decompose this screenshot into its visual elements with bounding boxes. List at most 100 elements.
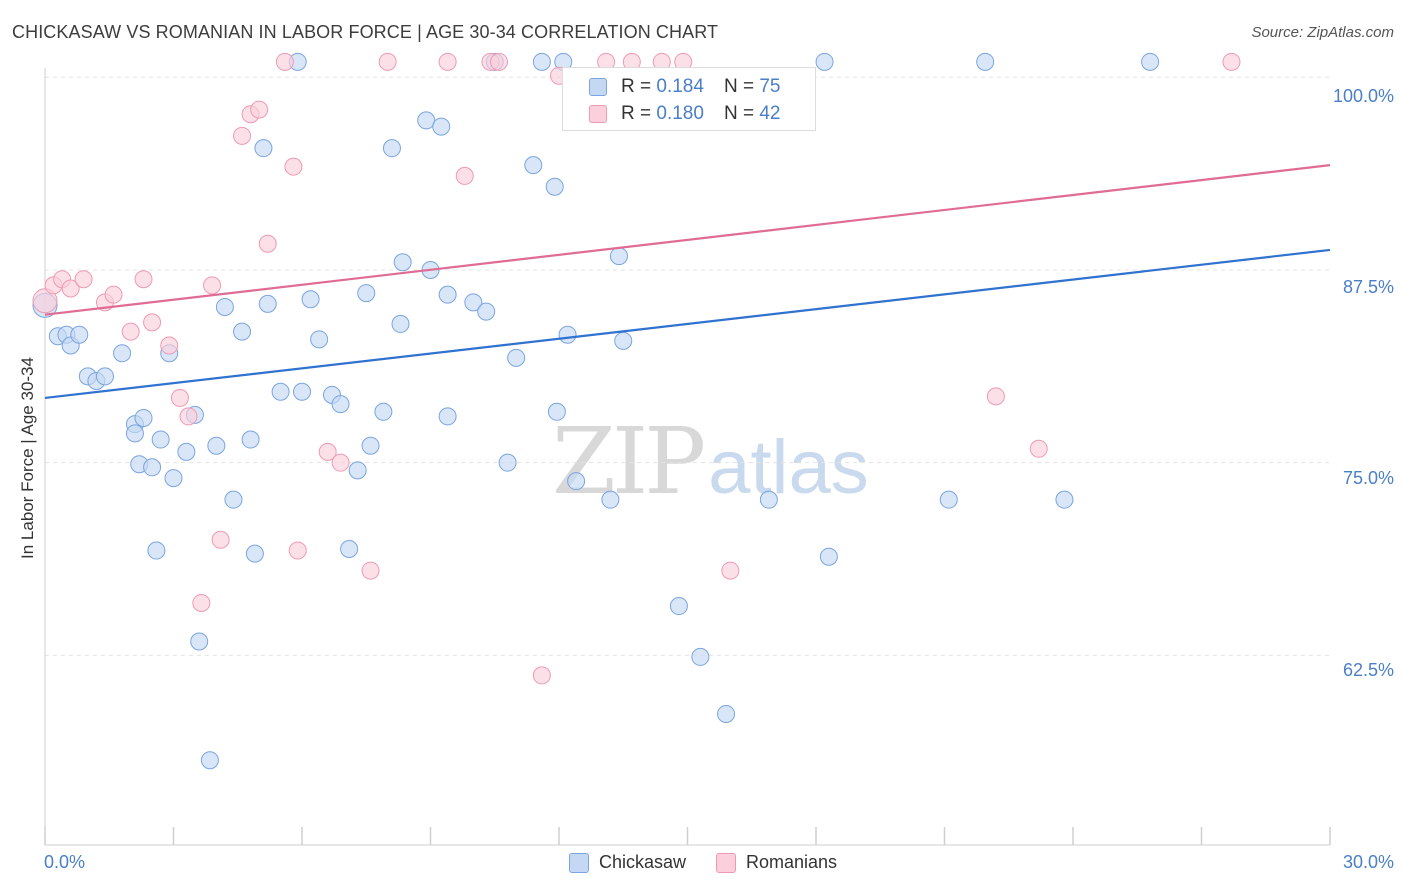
point-romanians-7 bbox=[121, 322, 140, 341]
point-chickasaw-42 bbox=[382, 139, 401, 158]
point-romanians-22 bbox=[288, 541, 307, 560]
point-chickasaw-54 bbox=[507, 348, 526, 367]
point-chickasaw-13 bbox=[143, 458, 162, 477]
point-romanians-24 bbox=[331, 453, 350, 472]
point-romanians-20 bbox=[275, 52, 294, 71]
point-chickasaw-25 bbox=[233, 322, 252, 341]
point-romanians-26 bbox=[378, 52, 397, 71]
point-romanians-15 bbox=[211, 530, 230, 549]
legend-r-value-chickasaw: 0.184 bbox=[656, 76, 704, 97]
legend-swatch-romanians bbox=[589, 105, 607, 123]
point-romanians-10 bbox=[160, 336, 179, 355]
point-chickasaw-22 bbox=[207, 436, 226, 455]
point-chickasaw-43 bbox=[391, 314, 410, 333]
legend-item-romanians[interactable]: Romanians bbox=[715, 852, 837, 873]
legend-r-label: R = bbox=[621, 103, 652, 124]
point-chickasaw-56 bbox=[532, 52, 551, 71]
point-chickasaw-11 bbox=[125, 424, 144, 443]
point-romanians-8 bbox=[134, 270, 153, 289]
point-romanians-27 bbox=[438, 52, 457, 71]
point-chickasaw-53 bbox=[498, 453, 517, 472]
series-legend: Chickasaw Romanians bbox=[0, 852, 1406, 873]
point-chickasaw-40 bbox=[361, 436, 380, 455]
trend-line-romanians bbox=[44, 164, 1331, 316]
point-chickasaw-7 bbox=[95, 367, 114, 386]
y-tick-label-75: 75.0% bbox=[1342, 468, 1394, 488]
point-chickasaw-37 bbox=[340, 540, 359, 558]
point-chickasaw-36 bbox=[331, 395, 350, 414]
watermark: ZIPatlas bbox=[552, 408, 869, 515]
y-axis-label: In Labor Force | Age 30-34 bbox=[18, 357, 37, 559]
point-romanians-9 bbox=[143, 313, 162, 332]
watermark-atlas: atlas bbox=[708, 425, 869, 510]
legend-n-label: N = bbox=[723, 103, 755, 124]
point-chickasaw-38 bbox=[348, 461, 367, 480]
point-chickasaw-70 bbox=[819, 547, 838, 566]
point-romanians-31 bbox=[532, 666, 551, 685]
point-chickasaw-66 bbox=[691, 647, 710, 666]
stats-legend: R = 0.184 N = 75 R = 0.180 N = 42 bbox=[562, 67, 816, 131]
legend-r-value-romanians: 0.180 bbox=[656, 103, 704, 124]
point-chickasaw-39 bbox=[357, 284, 376, 303]
point-romanians-41 bbox=[1222, 52, 1241, 71]
point-chickasaw-29 bbox=[258, 294, 277, 313]
point-romanians-18 bbox=[250, 100, 269, 119]
point-romanians-6 bbox=[104, 285, 123, 304]
legend-n-label: N = bbox=[723, 76, 755, 97]
point-chickasaw-67 bbox=[717, 704, 736, 723]
point-chickasaw-58 bbox=[547, 402, 566, 421]
point-chickasaw-48 bbox=[438, 285, 457, 304]
point-chickasaw-15 bbox=[151, 430, 170, 449]
legend-row-romanians: R = 0.180 N = 42 bbox=[589, 101, 780, 127]
point-chickasaw-63 bbox=[609, 247, 628, 266]
point-chickasaw-61 bbox=[567, 472, 586, 491]
point-chickasaw-47 bbox=[432, 117, 451, 136]
trend-line-chickasaw bbox=[44, 248, 1331, 400]
point-chickasaw-65 bbox=[669, 597, 688, 616]
y-tick-label-100: 100.0% bbox=[1332, 86, 1394, 106]
point-chickasaw-12 bbox=[134, 408, 153, 427]
legend-swatch-romanians bbox=[715, 852, 736, 873]
legend-label-chickasaw: Chickasaw bbox=[598, 852, 686, 872]
point-chickasaw-17 bbox=[164, 469, 183, 488]
point-romanians-3 bbox=[61, 279, 80, 298]
legend-swatch-chickasaw bbox=[589, 78, 607, 96]
legend-row-chickasaw: R = 0.184 N = 75 bbox=[589, 74, 780, 100]
point-chickasaw-34 bbox=[310, 330, 329, 349]
point-chickasaw-18 bbox=[177, 442, 196, 461]
point-chickasaw-32 bbox=[293, 382, 311, 401]
point-chickasaw-24 bbox=[224, 490, 243, 509]
point-romanians-39 bbox=[986, 387, 1005, 406]
point-chickasaw-49 bbox=[438, 407, 457, 426]
chart-title: CHICKASAW VS ROMANIAN IN LABOR FORCE | A… bbox=[12, 22, 719, 42]
point-chickasaw-28 bbox=[254, 139, 273, 158]
point-chickasaw-26 bbox=[241, 430, 260, 449]
point-chickasaw-62 bbox=[601, 490, 620, 509]
point-romanians-21 bbox=[284, 157, 303, 176]
point-chickasaw-27 bbox=[245, 544, 264, 563]
point-romanians-12 bbox=[179, 407, 198, 426]
point-chickasaw-71 bbox=[939, 490, 958, 509]
point-romanians-13 bbox=[192, 593, 211, 612]
point-chickasaw-30 bbox=[271, 382, 290, 401]
point-chickasaw-23 bbox=[215, 297, 234, 316]
point-chickasaw-59 bbox=[558, 325, 577, 344]
point-romanians-11 bbox=[170, 388, 189, 407]
point-romanians-23 bbox=[318, 442, 337, 461]
legend-n-value-chickasaw: 75 bbox=[759, 76, 781, 97]
legend-item-chickasaw[interactable]: Chickasaw bbox=[568, 852, 686, 873]
point-romanians-19 bbox=[258, 234, 277, 253]
legend-swatch-chickasaw bbox=[568, 852, 589, 873]
point-romanians-16 bbox=[233, 126, 252, 145]
point-romanians-4 bbox=[74, 270, 93, 289]
legend-n-value-romanians: 42 bbox=[759, 103, 781, 124]
point-chickasaw-55 bbox=[524, 156, 543, 175]
point-romanians-25 bbox=[361, 561, 380, 580]
legend-r-label: R = bbox=[621, 76, 652, 97]
point-romanians-14 bbox=[203, 276, 222, 295]
point-romanians-38 bbox=[721, 561, 740, 580]
y-tick-label-87-5: 87.5% bbox=[1342, 277, 1394, 297]
point-chickasaw-21 bbox=[200, 751, 219, 770]
point-chickasaw-64 bbox=[614, 331, 633, 350]
